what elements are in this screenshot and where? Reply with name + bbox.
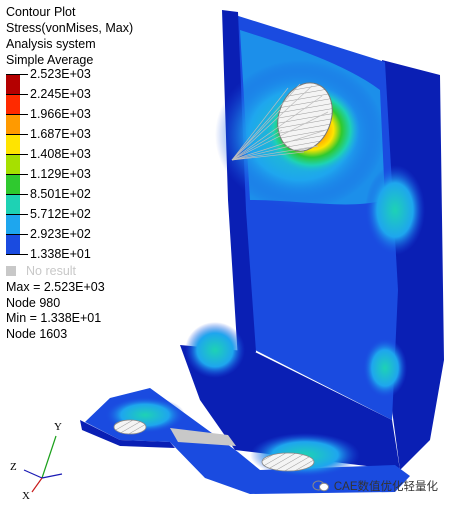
legend-tick xyxy=(6,174,28,175)
averaging-method: Simple Average xyxy=(6,53,94,67)
legend-swatch xyxy=(6,234,20,254)
plot-title: Contour Plot xyxy=(6,5,76,19)
stress-zone-corner xyxy=(363,338,407,398)
min-value: Min = 1.338E+01 xyxy=(6,311,102,325)
legend-value: 1.129E+03 xyxy=(30,167,91,181)
legend-swatch xyxy=(6,154,20,174)
axis-triad: Y Z X xyxy=(10,421,63,502)
legend-value: 1.966E+03 xyxy=(30,107,91,121)
legend-level: 1.687E+03 xyxy=(6,127,156,154)
watermark-text: CAE数值优化轻量化 xyxy=(333,481,438,493)
legend-value: 1.408E+03 xyxy=(30,147,91,161)
legend-tick xyxy=(6,134,28,135)
legend-level: 2.523E+03 xyxy=(6,67,156,94)
legend-swatch xyxy=(6,134,20,154)
no-result-entry: No result xyxy=(6,264,76,278)
legend-tick xyxy=(6,214,28,215)
rbe-spider xyxy=(231,83,329,161)
legend-tick xyxy=(6,154,28,155)
legend-level: 1.966E+03 xyxy=(6,107,156,134)
result-stats: Max = 2.523E+03 Node 980 Min = 1.338E+01… xyxy=(6,280,105,342)
legend-level: 1.338E+01 xyxy=(6,247,156,274)
legend-value: 2.523E+03 xyxy=(30,67,91,81)
legend-swatch xyxy=(6,114,20,134)
legend-value: 2.923E+02 xyxy=(30,227,91,241)
legend-tick xyxy=(6,74,28,75)
legend-value: 5.712E+02 xyxy=(30,207,91,221)
base-slot xyxy=(170,428,236,446)
legend-level: 8.501E+02 xyxy=(6,187,156,214)
legend-value: 8.501E+02 xyxy=(30,187,91,201)
max-node: Node 980 xyxy=(6,295,61,310)
legend-swatch xyxy=(6,94,20,114)
triad-z-label: Z xyxy=(10,461,17,473)
bracket-bend xyxy=(180,345,400,470)
legend-level: 2.245E+03 xyxy=(6,87,156,114)
legend-value: 2.245E+03 xyxy=(30,87,91,101)
fe-model xyxy=(80,10,444,494)
legend-tick xyxy=(6,94,28,95)
legend-level: 2.923E+02 xyxy=(6,227,156,254)
legend-value: 1.687E+03 xyxy=(30,127,91,141)
legend-swatch xyxy=(6,74,20,94)
legend-value: 1.338E+01 xyxy=(30,247,91,261)
bracket-base-front xyxy=(80,420,175,448)
legend-level: 1.129E+03 xyxy=(6,167,156,194)
stress-zone-bend xyxy=(185,322,245,378)
wechat-icon xyxy=(312,480,329,492)
legend-tick xyxy=(6,114,28,115)
stress-zone-mid xyxy=(365,165,425,255)
legend-level: 5.712E+02 xyxy=(6,207,156,234)
max-value: Max = 2.523E+03 xyxy=(6,280,105,294)
base-hole-left xyxy=(113,419,147,435)
analysis-system: Analysis system xyxy=(6,37,96,51)
legend-tick xyxy=(6,234,28,235)
legend-swatch xyxy=(6,174,20,194)
legend-tick xyxy=(6,254,28,255)
base-hole-right xyxy=(261,452,315,472)
no-result-swatch xyxy=(6,266,16,276)
no-result-label: No result xyxy=(26,264,77,278)
triad-x-label: X xyxy=(22,490,30,502)
legend-tick xyxy=(6,194,28,195)
triad-y-label: Y xyxy=(54,421,62,433)
legend-swatch xyxy=(6,214,20,234)
legend-level: 1.408E+03 xyxy=(6,147,156,174)
watermark: CAE数值优化轻量化 xyxy=(312,478,438,494)
min-node: Node 1603 xyxy=(6,326,68,341)
legend-swatch xyxy=(6,194,20,214)
result-type: Stress(vonMises, Max) xyxy=(6,21,134,35)
